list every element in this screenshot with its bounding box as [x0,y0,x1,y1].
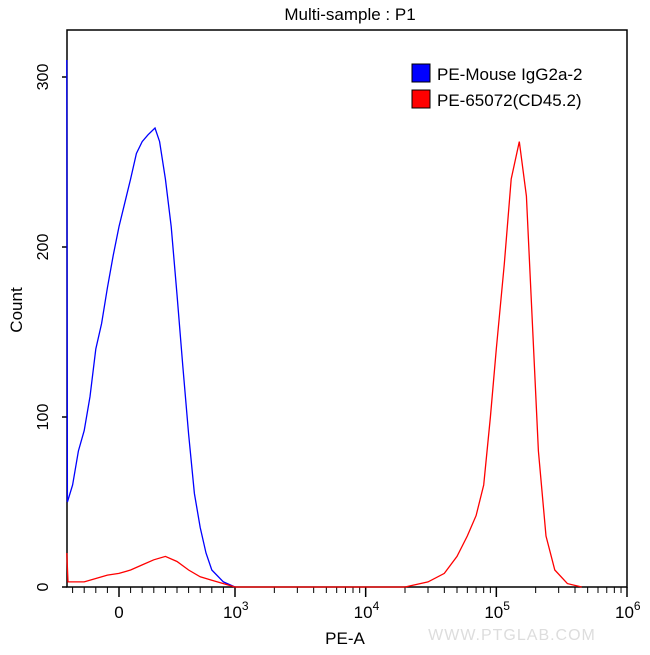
legend-label-0: PE-Mouse IgG2a-2 [437,65,583,84]
x-tick-label: 105 [484,599,510,622]
x-tick-label: 104 [354,599,380,622]
y-tick-label: 200 [35,234,52,261]
x-axis-label: PE-A [325,629,365,648]
legend: PE-Mouse IgG2a-2 PE-65072(CD45.2) [411,63,583,110]
chart-title: Multi-sample : P1 [284,5,415,24]
y-tick-label: 0 [35,582,52,591]
watermark: WWW.PTGLAB.COM [428,627,596,644]
y-tick-label: 100 [35,404,52,431]
legend-swatch-0 [411,63,431,83]
y-axis-label: Count [7,287,26,333]
x-tick-label: 103 [223,599,249,622]
series-line-0 [66,59,236,588]
x-tick-label: 106 [615,599,641,622]
x-tick-label: 0 [114,603,123,622]
legend-label-1: PE-65072(CD45.2) [437,91,582,110]
series-line-1 [66,141,582,588]
legend-swatch-1 [411,89,431,109]
y-tick-label: 300 [35,64,52,91]
